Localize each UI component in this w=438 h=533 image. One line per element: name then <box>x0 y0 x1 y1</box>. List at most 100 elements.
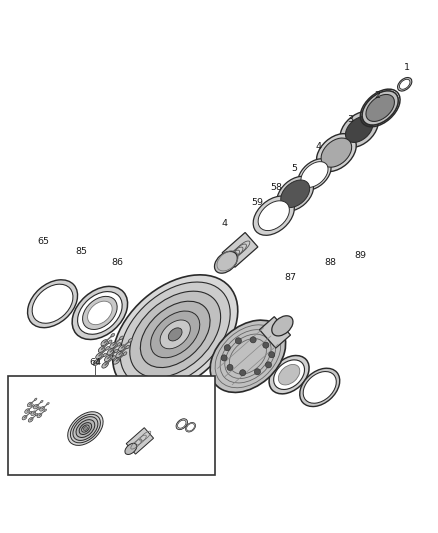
Ellipse shape <box>176 419 187 430</box>
Ellipse shape <box>111 334 115 337</box>
Ellipse shape <box>25 409 30 413</box>
Ellipse shape <box>277 176 314 211</box>
Ellipse shape <box>33 405 39 409</box>
Ellipse shape <box>108 340 112 343</box>
Ellipse shape <box>116 351 123 358</box>
Ellipse shape <box>253 196 294 235</box>
Text: 4: 4 <box>222 219 228 228</box>
Ellipse shape <box>140 301 210 368</box>
Circle shape <box>240 370 246 376</box>
Ellipse shape <box>123 352 127 356</box>
Ellipse shape <box>76 419 95 438</box>
Text: 65: 65 <box>37 237 49 246</box>
Ellipse shape <box>83 426 88 431</box>
Ellipse shape <box>95 353 102 359</box>
Ellipse shape <box>160 320 191 349</box>
Ellipse shape <box>168 328 182 341</box>
Text: 86: 86 <box>111 258 124 267</box>
Ellipse shape <box>93 359 100 366</box>
Ellipse shape <box>113 358 120 364</box>
Ellipse shape <box>346 116 373 142</box>
Text: 85: 85 <box>75 247 87 256</box>
Text: 4: 4 <box>315 142 321 150</box>
Ellipse shape <box>272 316 293 336</box>
Ellipse shape <box>258 201 290 231</box>
Ellipse shape <box>186 423 195 432</box>
Ellipse shape <box>73 417 98 440</box>
Ellipse shape <box>298 159 331 190</box>
Circle shape <box>268 352 275 358</box>
Ellipse shape <box>399 79 410 90</box>
Polygon shape <box>126 427 154 454</box>
Ellipse shape <box>281 180 310 207</box>
Ellipse shape <box>118 345 125 351</box>
Ellipse shape <box>126 345 130 349</box>
Ellipse shape <box>220 252 237 268</box>
Ellipse shape <box>79 423 92 434</box>
Ellipse shape <box>114 349 118 353</box>
Ellipse shape <box>32 405 34 407</box>
Ellipse shape <box>269 356 309 394</box>
Ellipse shape <box>117 343 121 346</box>
Ellipse shape <box>103 353 107 357</box>
Ellipse shape <box>340 111 378 148</box>
Circle shape <box>263 342 269 348</box>
Ellipse shape <box>107 349 114 355</box>
Ellipse shape <box>112 356 116 359</box>
Polygon shape <box>222 232 258 267</box>
Bar <box>8 376 215 474</box>
Ellipse shape <box>68 411 103 446</box>
Ellipse shape <box>215 252 237 273</box>
Ellipse shape <box>98 346 105 352</box>
Ellipse shape <box>102 362 109 368</box>
Ellipse shape <box>31 411 36 416</box>
Ellipse shape <box>110 342 117 349</box>
Ellipse shape <box>88 301 112 325</box>
Ellipse shape <box>27 402 32 407</box>
Ellipse shape <box>44 409 46 411</box>
Text: 64: 64 <box>89 358 102 367</box>
Ellipse shape <box>104 356 111 361</box>
Ellipse shape <box>81 425 89 432</box>
Ellipse shape <box>210 320 286 392</box>
Circle shape <box>227 365 233 370</box>
Ellipse shape <box>113 275 238 394</box>
Circle shape <box>254 369 261 375</box>
Ellipse shape <box>177 420 186 428</box>
Text: 58: 58 <box>270 183 282 192</box>
Ellipse shape <box>187 424 194 431</box>
Ellipse shape <box>28 417 33 422</box>
Circle shape <box>265 362 272 368</box>
Ellipse shape <box>78 292 122 334</box>
Text: 87: 87 <box>284 272 296 281</box>
Text: 89: 89 <box>354 251 366 260</box>
Ellipse shape <box>366 94 395 122</box>
Ellipse shape <box>362 91 398 125</box>
Ellipse shape <box>106 346 110 350</box>
Ellipse shape <box>362 91 398 125</box>
Text: 2: 2 <box>374 91 381 100</box>
Ellipse shape <box>32 284 73 323</box>
Ellipse shape <box>279 365 300 385</box>
Ellipse shape <box>120 336 124 340</box>
Ellipse shape <box>38 407 40 409</box>
Ellipse shape <box>321 138 352 167</box>
Ellipse shape <box>22 415 27 420</box>
Ellipse shape <box>71 414 100 443</box>
Ellipse shape <box>29 411 32 414</box>
Ellipse shape <box>37 413 42 418</box>
Ellipse shape <box>83 296 117 329</box>
Ellipse shape <box>130 291 221 377</box>
Text: 59: 59 <box>251 198 263 207</box>
Text: 3: 3 <box>347 115 353 124</box>
Ellipse shape <box>128 338 132 342</box>
Circle shape <box>221 355 227 361</box>
Ellipse shape <box>300 368 340 407</box>
Text: 5: 5 <box>291 164 297 173</box>
Text: 1: 1 <box>404 63 410 72</box>
Text: 88: 88 <box>324 259 336 268</box>
Circle shape <box>235 338 241 344</box>
Ellipse shape <box>274 360 304 390</box>
Ellipse shape <box>28 280 78 328</box>
Ellipse shape <box>35 414 38 416</box>
